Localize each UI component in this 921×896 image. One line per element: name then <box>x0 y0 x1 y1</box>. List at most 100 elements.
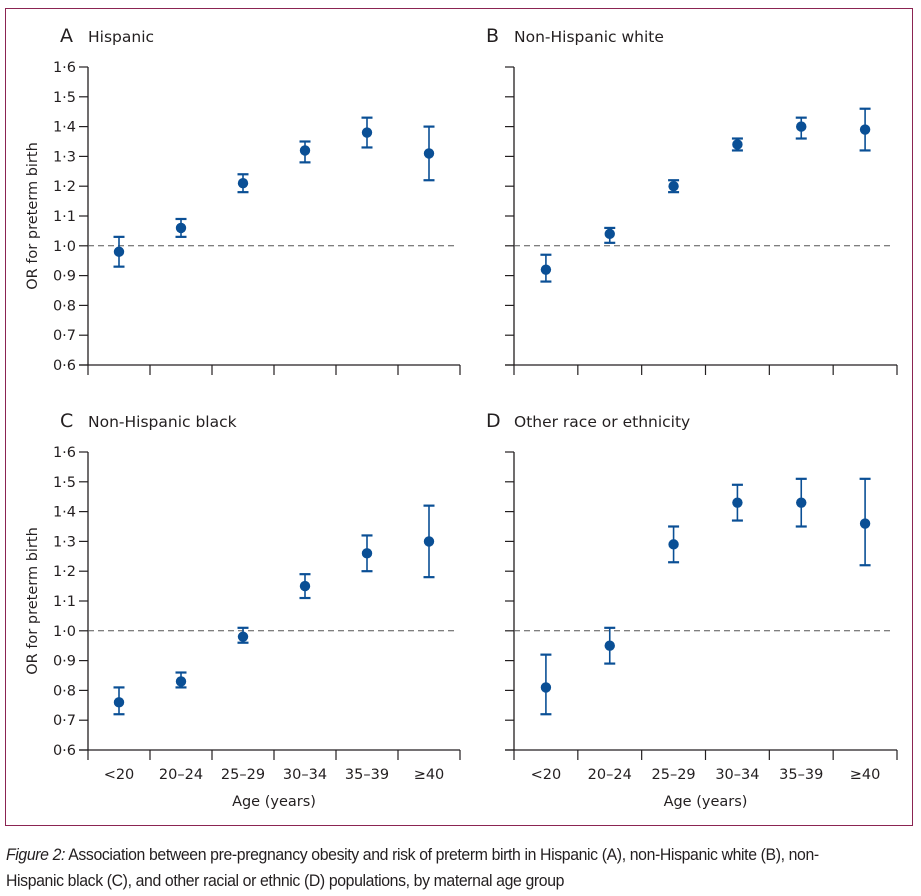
data-point <box>732 497 743 508</box>
panel-b: B Non-Hispanic white <box>486 25 898 375</box>
x-tick-label: ≥40 <box>850 767 881 783</box>
data-point-group <box>540 653 552 716</box>
data-point <box>237 178 249 189</box>
data-point-group <box>859 477 871 567</box>
y-tick-label: 1·6 <box>53 60 76 76</box>
data-point-group <box>423 125 435 182</box>
data-point-group <box>237 626 249 644</box>
data-point-group <box>668 525 680 564</box>
data-point <box>540 264 552 275</box>
data-point <box>796 497 807 508</box>
panel-d: D Other race or ethnicity <20 20–24 25–29 30–… <box>486 410 898 810</box>
data-point-group <box>299 573 311 600</box>
data-point-group <box>668 179 680 194</box>
x-tick-label: 35–39 <box>345 767 389 783</box>
y-tick-label: 1·3 <box>53 149 76 165</box>
data-point <box>299 145 311 156</box>
data-point <box>668 539 679 550</box>
data-point <box>732 139 743 150</box>
panel-title: Non-Hispanic black <box>88 413 237 431</box>
y-tick-label: 0·7 <box>53 713 76 729</box>
y-tick-label: 1·5 <box>53 90 76 106</box>
x-tick-label: 25–29 <box>221 767 265 783</box>
data-point-group <box>113 686 125 716</box>
data-point <box>361 548 373 559</box>
data-point <box>113 246 125 257</box>
data-point-group <box>795 116 807 140</box>
data-point-group <box>175 217 187 238</box>
y-tick-label: 0·9 <box>53 654 76 670</box>
y-tick-label: 0·9 <box>53 269 76 285</box>
x-tick-label: ≥40 <box>414 767 445 783</box>
y-tick-label: 0·8 <box>53 683 76 699</box>
data-point <box>604 228 615 240</box>
x-tick-label: 30–34 <box>283 767 327 783</box>
y-tick-label: 1·4 <box>53 505 76 521</box>
panel-title: Non-Hispanic white <box>514 28 664 46</box>
caption-label: Figure 2: <box>6 845 66 864</box>
data-point-group <box>731 137 743 152</box>
x-tick-label: 25–29 <box>652 767 696 783</box>
x-tick-label: 20–24 <box>159 767 203 783</box>
data-point <box>113 697 125 708</box>
data-point <box>423 536 435 547</box>
data-point-group <box>731 483 743 522</box>
y-tick-label: 1·5 <box>53 475 76 491</box>
data-point <box>423 148 435 159</box>
y-tick-label: 0·7 <box>53 328 76 344</box>
data-point <box>540 682 552 693</box>
y-tick-label: 1·3 <box>53 534 76 550</box>
data-point-group <box>795 477 807 528</box>
data-point-group <box>299 140 311 164</box>
data-point-group <box>859 107 871 152</box>
panel-c: C Non-Hispanic black 0·6 0·7 0·8 0·9 1·0 1·1 1·2… <box>25 410 461 810</box>
data-point <box>361 127 373 138</box>
x-tick-label: <20 <box>531 767 562 783</box>
data-point <box>175 676 187 687</box>
y-tick-label: 1·0 <box>53 624 76 640</box>
x-tick-label: <20 <box>104 767 135 783</box>
panel-letter: D <box>486 410 501 432</box>
figure-frame <box>5 8 913 826</box>
x-axis-label: Age (years) <box>232 794 316 810</box>
data-point-group <box>361 534 373 573</box>
y-tick-label: 1·4 <box>53 120 76 136</box>
y-tick-label: 1·1 <box>53 209 76 225</box>
data-point-group <box>113 235 125 268</box>
y-tick-label: 1·1 <box>53 594 76 610</box>
data-point-group <box>604 626 616 665</box>
data-point-group <box>604 226 616 244</box>
y-tick-label: 1·2 <box>53 179 76 195</box>
x-tick-label: 30–34 <box>715 767 759 783</box>
x-tick-label: 35–39 <box>779 767 823 783</box>
data-point-group <box>237 173 249 194</box>
panel-letter: A <box>60 25 73 47</box>
data-point <box>859 124 871 135</box>
caption-text: Association between pre-pregnancy obesit… <box>6 845 819 890</box>
figure-caption: Figure 2: Association between pre-pregna… <box>6 842 852 894</box>
data-point-group <box>540 253 552 283</box>
panel-title: Other race or ethnicity <box>514 413 690 431</box>
y-axis-label: OR for preterm birth <box>25 527 41 675</box>
data-point <box>175 222 187 234</box>
data-point <box>796 121 807 132</box>
y-tick-label: 1·2 <box>53 564 76 580</box>
y-axis-label: OR for preterm birth <box>25 142 41 290</box>
data-point-group <box>423 504 435 579</box>
data-point-group <box>361 116 373 149</box>
data-point <box>604 640 615 651</box>
data-point <box>668 181 679 192</box>
data-point <box>237 631 249 642</box>
panel-letter: C <box>60 410 73 432</box>
panel-title: Hispanic <box>88 28 154 46</box>
data-point <box>859 518 871 529</box>
panel-letter: B <box>486 25 499 47</box>
y-tick-label: 0·8 <box>53 298 76 314</box>
data-point-group <box>175 671 187 689</box>
x-tick-label: 20–24 <box>588 767 632 783</box>
data-point <box>299 580 311 592</box>
x-axis-label: Age (years) <box>664 794 748 810</box>
y-tick-label: 1·6 <box>53 445 76 461</box>
y-tick-label: 0·6 <box>53 358 76 374</box>
